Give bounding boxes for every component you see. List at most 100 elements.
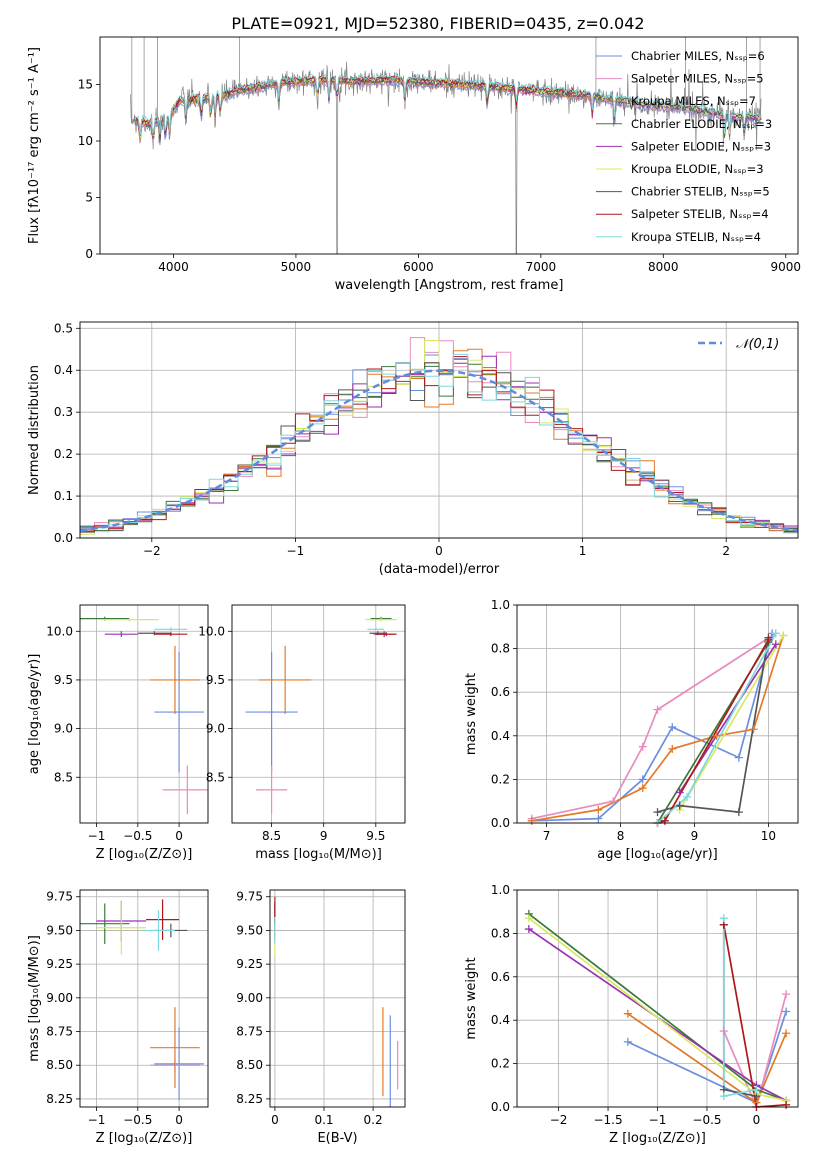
y-tick-label: 9.5: [54, 673, 73, 687]
chart-residuals: −2 −1 0 1 2 0.0 0.1 0.2 0.3 0.4 0.5 (data-model)/er…: [27, 321, 799, 577]
x-tick-label: −1: [649, 1113, 667, 1127]
x-tick-label: 8.5: [262, 829, 281, 843]
x-axis-label: Z [log₁₀(Z/Z⊙)]: [96, 1131, 193, 1146]
y-tick-label: 9.0: [206, 722, 225, 736]
y-tick-label: 0: [85, 247, 93, 261]
y-axis-label: Flux [fλ10⁻¹⁷ erg cm⁻² s⁻¹ A⁻¹]: [27, 47, 42, 244]
y-tick-label: 0.5: [54, 321, 73, 335]
legend-label: Kroupa ELODIE, Nₛₛₚ=3: [631, 162, 764, 176]
data-point-marker: [623, 1037, 632, 1046]
data-point-marker: [623, 1009, 632, 1018]
axes-frame: [79, 604, 209, 824]
chart-mass_vs_Z: −1 −0.5 0 8.25 8.50 8.75 9.00 9.25 9.50 9.75 Z [lo…: [27, 889, 209, 1146]
plot-area: [270, 890, 405, 1107]
data-point-marker: [524, 925, 533, 934]
mass-weight-line: [678, 635, 784, 811]
data-point-marker: [660, 816, 669, 825]
x-tick-label: 6000: [403, 260, 434, 274]
axes-frame: [99, 36, 799, 255]
data-point-marker: [594, 805, 603, 814]
x-tick-label: 7: [543, 829, 551, 843]
plot-content: [245, 616, 397, 815]
x-axis-label: E(B-V): [317, 1131, 357, 1146]
y-tick-label: 8.5: [206, 770, 225, 784]
legend-label: Chabrier ELODIE, Nₛₛₚ=3: [631, 117, 772, 131]
y-tick-label: 9.25: [236, 957, 263, 971]
data-point-marker: [782, 1100, 791, 1109]
y-tick-label: 8.5: [54, 770, 73, 784]
legend-label: Salpeter STELIB, Nₛₛₚ=4: [631, 207, 769, 221]
y-tick-label: 0.6: [491, 685, 510, 699]
y-axis-label: age [log₁₀(age/yr)]: [27, 654, 42, 775]
y-axis-label: mass weight: [464, 673, 479, 755]
x-tick-label: 9: [691, 829, 699, 843]
data-point-marker: [752, 1085, 761, 1094]
y-tick-label: 0.1: [54, 489, 73, 503]
y-axis-label: mass weight: [464, 957, 479, 1039]
x-axis-label: age [log₁₀(age/yr)]: [597, 847, 718, 862]
x-tick-label: 0.1: [314, 1113, 333, 1127]
y-tick-label: 0.4: [491, 729, 510, 743]
data-point-marker: [771, 629, 780, 638]
x-tick-label: 7000: [526, 260, 557, 274]
x-tick-label: 5000: [281, 260, 312, 274]
y-tick-label: 0.4: [491, 1013, 510, 1027]
y-tick-label: 10.0: [198, 624, 225, 638]
x-tick-label: −1: [88, 1113, 106, 1127]
data-point-marker: [734, 753, 743, 762]
y-tick-label: 1.0: [491, 598, 510, 612]
data-point-marker: [668, 723, 677, 732]
data-point-marker: [782, 990, 791, 999]
legend-label: Chabrier STELIB, Nₛₛₚ=5: [631, 185, 770, 199]
data-point-marker: [675, 788, 684, 797]
y-tick-label: 0.8: [491, 926, 510, 940]
x-axis-label: Z [log₁₀(Z/Z⊙)]: [609, 1131, 706, 1146]
x-axis-label: Z [log₁₀(Z/Z⊙)]: [96, 847, 193, 862]
mass-weight-line: [723, 993, 787, 1107]
y-tick-label: 9.75: [236, 890, 263, 904]
x-tick-label: 0: [435, 544, 443, 558]
x-tick-label: 4000: [158, 260, 189, 274]
mass-weight-line: [531, 633, 773, 822]
y-axis-label: Normed distribution: [27, 365, 42, 495]
axes-frame: [516, 604, 799, 824]
x-tick-label: 0: [175, 829, 183, 843]
chart-mass_weight_vs_Z: −2 −1.5 −1 −0.5 0 0.0 0.2 0.4 0.6 0.8 1.0 Z [log₁₀(…: [464, 883, 799, 1146]
data-point-marker: [638, 775, 647, 784]
x-tick-label: 0: [753, 1113, 761, 1127]
model-spectrum-line: [135, 75, 762, 143]
data-point-marker: [638, 784, 647, 793]
x-axis-label: mass [log₁₀(M/M⊙)]: [255, 847, 382, 862]
y-tick-label: 0.2: [54, 447, 73, 461]
y-tick-label: 8.25: [236, 1092, 263, 1106]
legend-label: 𝒩(0,1): [736, 337, 779, 352]
y-tick-label: 5: [85, 190, 93, 204]
x-tick-label: −0.5: [123, 1113, 152, 1127]
y-tick-label: 0.6: [491, 970, 510, 984]
mass-weight-line: [657, 637, 770, 814]
x-tick-label: 8: [617, 829, 625, 843]
x-tick-label: 1: [579, 544, 587, 558]
x-tick-label: 0: [271, 1113, 279, 1127]
chart-mass_weight_vs_age: 7 8 9 10 0.0 0.2 0.4 0.6 0.8 1.0 age [log₁₀(age/yr…: [464, 598, 799, 862]
y-tick-label: 9.50: [46, 923, 73, 937]
y-tick-label: 9.5: [206, 673, 225, 687]
data-point-marker: [734, 808, 743, 817]
plot-content: [130, 37, 762, 254]
x-tick-label: −2: [550, 1113, 568, 1127]
x-tick-label: −2: [143, 544, 161, 558]
data-point-marker: [609, 797, 618, 806]
legend-label: Chabrier MILES, Nₛₛₚ=6: [631, 49, 765, 63]
plot-content: [80, 616, 208, 815]
data-point-marker: [668, 744, 677, 753]
y-tick-label: 10: [78, 134, 93, 148]
x-tick-label: −0.5: [123, 829, 152, 843]
data-point-marker: [771, 640, 780, 649]
x-tick-label: −1.5: [593, 1113, 622, 1127]
x-tick-label: 9000: [770, 260, 801, 274]
data-point-marker: [719, 1092, 728, 1101]
y-tick-label: 9.00: [236, 991, 263, 1005]
x-tick-label: −1: [88, 829, 106, 843]
y-tick-label: 8.50: [46, 1058, 73, 1072]
x-tick-label: 0.2: [364, 1113, 383, 1127]
